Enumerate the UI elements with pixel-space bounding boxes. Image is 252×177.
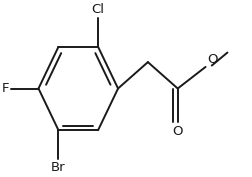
Text: F: F (2, 82, 9, 95)
Text: O: O (206, 53, 216, 66)
Text: O: O (172, 125, 182, 138)
Text: Cl: Cl (91, 4, 104, 16)
Text: Br: Br (51, 161, 66, 173)
